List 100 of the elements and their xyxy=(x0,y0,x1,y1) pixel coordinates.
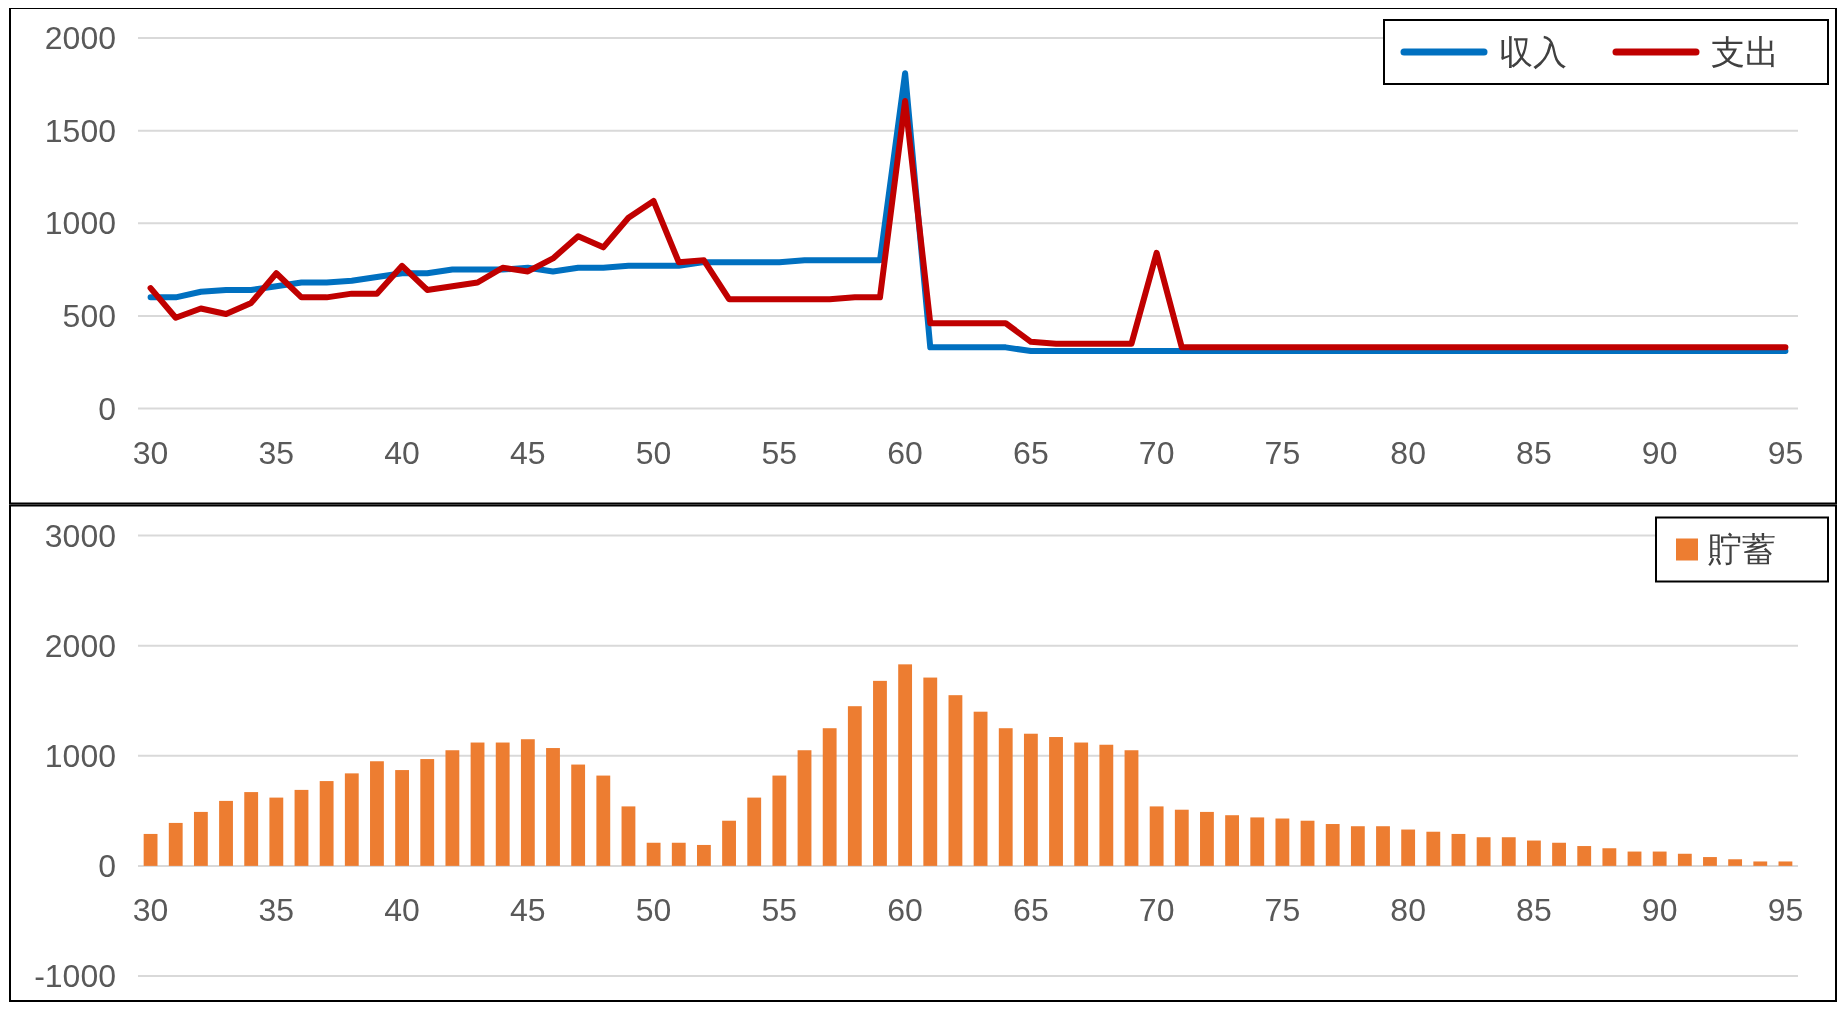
bar xyxy=(520,739,535,866)
x-tick-label: 45 xyxy=(510,434,546,471)
bar xyxy=(1426,831,1441,866)
bar xyxy=(797,750,812,866)
bar xyxy=(1124,750,1139,866)
x-tick-label: 80 xyxy=(1390,434,1426,471)
bar xyxy=(395,770,410,866)
bar xyxy=(571,764,586,866)
bar xyxy=(370,761,384,866)
x-tick-label: 50 xyxy=(635,434,672,471)
bar xyxy=(1325,824,1340,866)
bar xyxy=(1501,837,1516,866)
y-tick-label: 3000 xyxy=(44,517,116,554)
bar xyxy=(143,833,158,866)
bar xyxy=(621,806,636,866)
x-tick-label: 65 xyxy=(1013,891,1049,928)
bar xyxy=(294,789,309,866)
bar xyxy=(1627,851,1642,866)
bar xyxy=(1250,817,1265,866)
x-tick-label: 65 xyxy=(1013,434,1049,471)
bar xyxy=(1350,826,1365,866)
y-tick-label: -1000 xyxy=(34,958,116,995)
bar xyxy=(646,842,661,866)
bar xyxy=(1174,809,1189,866)
bar xyxy=(168,822,183,866)
x-tick-label: 30 xyxy=(132,434,169,471)
bar xyxy=(1225,815,1239,866)
bar xyxy=(1778,861,1793,866)
bar xyxy=(596,775,611,866)
bar xyxy=(772,775,787,866)
bar xyxy=(722,820,736,866)
bar xyxy=(923,677,938,866)
x-tick-label: 35 xyxy=(258,434,295,471)
bar xyxy=(822,728,837,866)
bar xyxy=(1099,744,1114,866)
bar xyxy=(1049,737,1063,866)
x-tick-label: 30 xyxy=(132,891,169,928)
bar xyxy=(1652,851,1667,866)
x-tick-label: 75 xyxy=(1264,891,1301,928)
x-tick-label: 95 xyxy=(1767,434,1804,471)
bar xyxy=(1703,857,1717,866)
x-tick-label: 40 xyxy=(384,434,420,471)
y-tick-label: 2000 xyxy=(44,627,116,664)
legend-label: 収入 xyxy=(1499,32,1567,71)
y-tick-label: 0 xyxy=(98,390,116,427)
x-tick-label: 50 xyxy=(635,891,672,928)
bar xyxy=(1677,853,1692,866)
bar xyxy=(1275,818,1290,866)
bar xyxy=(1200,811,1214,866)
bar xyxy=(998,728,1013,866)
bar xyxy=(269,797,284,866)
bar xyxy=(847,706,862,866)
bar xyxy=(1401,829,1416,866)
x-tick-label: 70 xyxy=(1138,891,1175,928)
bar xyxy=(1577,846,1592,866)
y-tick-label: 1000 xyxy=(44,205,116,242)
x-tick-label: 60 xyxy=(887,434,923,471)
bar xyxy=(973,711,988,866)
x-tick-label: 80 xyxy=(1390,891,1426,928)
bar xyxy=(420,759,435,866)
x-tick-label: 55 xyxy=(761,891,798,928)
bar xyxy=(1149,806,1164,866)
bar xyxy=(219,800,233,866)
y-tick-label: 1500 xyxy=(44,112,116,149)
legend-label: 支出 xyxy=(1711,32,1779,71)
x-tick-label: 85 xyxy=(1516,434,1552,471)
bar xyxy=(244,792,259,866)
bar xyxy=(898,664,913,866)
bar xyxy=(193,811,208,866)
bar xyxy=(1602,848,1617,866)
x-tick-label: 70 xyxy=(1138,434,1175,471)
x-tick-label: 90 xyxy=(1641,891,1678,928)
bar xyxy=(495,742,510,866)
bar xyxy=(546,748,560,866)
bar xyxy=(1376,826,1390,866)
x-tick-label: 75 xyxy=(1264,434,1301,471)
x-tick-label: 35 xyxy=(258,891,295,928)
bar xyxy=(1753,861,1768,866)
bar xyxy=(873,680,887,866)
bar xyxy=(696,844,711,866)
x-tick-label: 95 xyxy=(1767,891,1804,928)
bar xyxy=(948,695,963,866)
bar xyxy=(747,797,762,866)
bar xyxy=(319,781,334,866)
x-tick-label: 45 xyxy=(510,891,546,928)
bar xyxy=(1526,840,1541,866)
y-tick-label: 500 xyxy=(62,298,116,335)
x-tick-label: 90 xyxy=(1641,434,1678,471)
y-tick-label: 2000 xyxy=(44,20,116,57)
x-tick-label: 60 xyxy=(887,891,923,928)
x-tick-label: 40 xyxy=(384,891,420,928)
bar xyxy=(1476,837,1491,866)
legend-label: 貯蓄 xyxy=(1708,530,1776,569)
x-tick-label: 55 xyxy=(761,434,798,471)
bar xyxy=(1451,833,1466,866)
x-tick-label: 85 xyxy=(1516,891,1552,928)
bar xyxy=(445,750,460,866)
bar xyxy=(1074,742,1089,866)
y-tick-label: 1000 xyxy=(44,737,116,774)
bar xyxy=(1552,842,1566,866)
